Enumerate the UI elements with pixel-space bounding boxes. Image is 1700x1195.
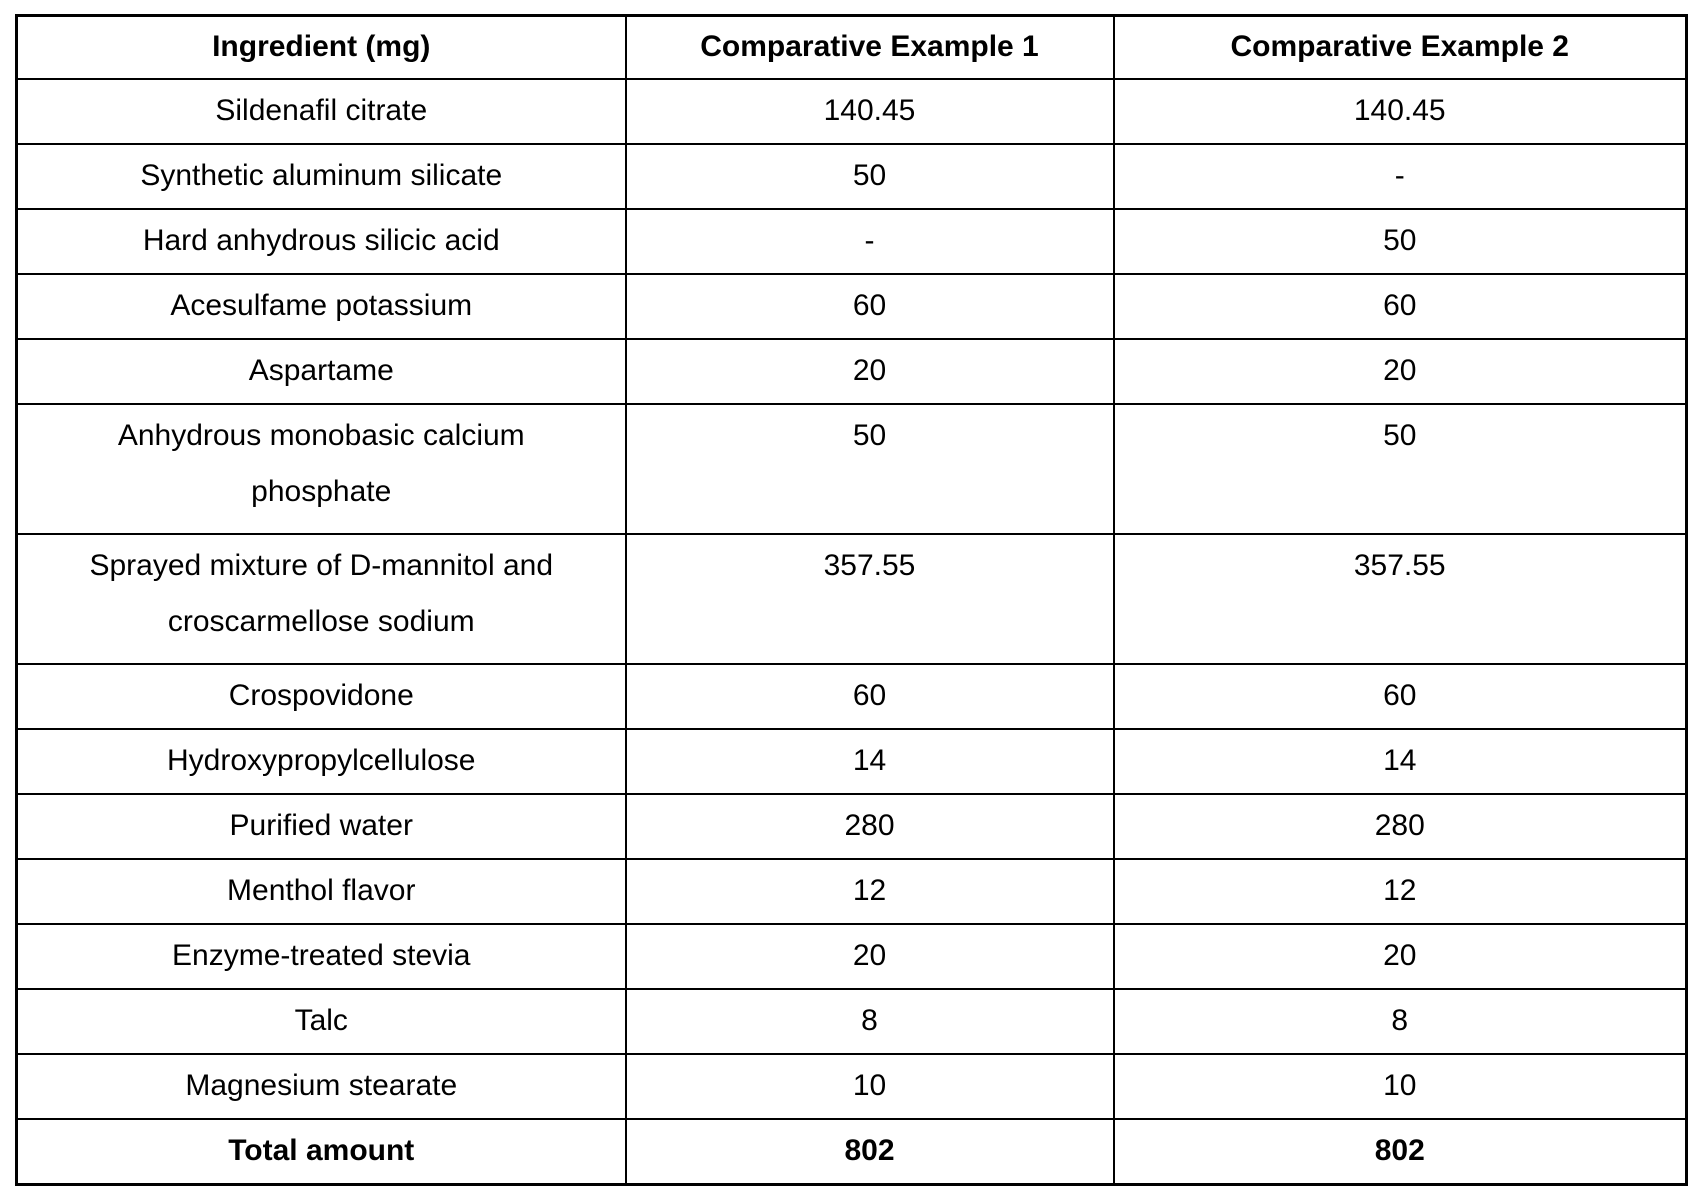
table-row: Menthol flavor 12 12 bbox=[15, 857, 1688, 925]
ingredient-cell: Sildenafil citrate bbox=[15, 77, 627, 145]
value-cell-comparative-example-2: 20 bbox=[1112, 922, 1688, 990]
value-cell-comparative-example-2: 60 bbox=[1112, 272, 1688, 340]
ingredient-cell: Total amount bbox=[15, 1117, 627, 1186]
ingredient-comparison-table: Ingredient (mg) Comparative Example 1 Co… bbox=[15, 14, 1688, 1186]
value-cell-comparative-example-2: 357.55 bbox=[1112, 532, 1688, 665]
table-row: Acesulfame potassium 60 60 bbox=[15, 272, 1688, 340]
table-row: Talc 8 8 bbox=[15, 987, 1688, 1055]
ingredient-cell: Hydroxypropylcellulose bbox=[15, 727, 627, 795]
value-cell-comparative-example-2: 20 bbox=[1112, 337, 1688, 405]
table-row: Total amount 802 802 bbox=[15, 1117, 1688, 1186]
value-cell-comparative-example-2: 60 bbox=[1112, 662, 1688, 730]
value-cell-comparative-example-2: 8 bbox=[1112, 987, 1688, 1055]
header-comparative-example-1: Comparative Example 1 bbox=[624, 14, 1115, 80]
table-row: Magnesium stearate 10 10 bbox=[15, 1052, 1688, 1120]
table-header: Ingredient (mg) Comparative Example 1 Co… bbox=[15, 14, 1688, 80]
value-cell-comparative-example-1: 12 bbox=[624, 857, 1115, 925]
ingredient-cell: Enzyme-treated stevia bbox=[15, 922, 627, 990]
value-cell-comparative-example-1: 50 bbox=[624, 142, 1115, 210]
ingredient-cell: Purified water bbox=[15, 792, 627, 860]
value-cell-comparative-example-1: 20 bbox=[624, 337, 1115, 405]
ingredient-cell: Sprayed mixture of D-mannitol and crosca… bbox=[15, 532, 627, 665]
value-cell-comparative-example-2: 802 bbox=[1112, 1117, 1688, 1186]
ingredient-cell: Anhydrous monobasic calcium phosphate bbox=[15, 402, 627, 535]
value-cell-comparative-example-2: 10 bbox=[1112, 1052, 1688, 1120]
value-cell-comparative-example-1: 20 bbox=[624, 922, 1115, 990]
header-row: Ingredient (mg) Comparative Example 1 Co… bbox=[15, 14, 1688, 80]
table-row: Aspartame 20 20 bbox=[15, 337, 1688, 405]
value-cell-comparative-example-2: - bbox=[1112, 142, 1688, 210]
table-row: Hard anhydrous silicic acid -50 bbox=[15, 207, 1688, 275]
ingredient-cell: Acesulfame potassium bbox=[15, 272, 627, 340]
table-row: Sprayed mixture of D-mannitol and crosca… bbox=[15, 532, 1688, 665]
value-cell-comparative-example-1: 60 bbox=[624, 272, 1115, 340]
ingredient-cell: Aspartame bbox=[15, 337, 627, 405]
table-row: Crospovidone 60 60 bbox=[15, 662, 1688, 730]
table-row: Anhydrous monobasic calcium phosphate 50 5… bbox=[15, 402, 1688, 535]
value-cell-comparative-example-1: - bbox=[624, 207, 1115, 275]
table-row: Synthetic aluminum silicate 50- bbox=[15, 142, 1688, 210]
table-row: Hydroxypropylcellulose 14 14 bbox=[15, 727, 1688, 795]
value-cell-comparative-example-2: 50 bbox=[1112, 207, 1688, 275]
ingredient-cell: Talc bbox=[15, 987, 627, 1055]
value-cell-comparative-example-2: 50 bbox=[1112, 402, 1688, 535]
value-cell-comparative-example-1: 8 bbox=[624, 987, 1115, 1055]
value-cell-comparative-example-1: 10 bbox=[624, 1052, 1115, 1120]
table-body: Sildenafil citrate 140.45 140.45 Synthetic … bbox=[15, 77, 1688, 1186]
ingredient-cell: Menthol flavor bbox=[15, 857, 627, 925]
value-cell-comparative-example-1: 280 bbox=[624, 792, 1115, 860]
table-row: Purified water 280 280 bbox=[15, 792, 1688, 860]
value-cell-comparative-example-2: 12 bbox=[1112, 857, 1688, 925]
ingredient-cell: Hard anhydrous silicic acid bbox=[15, 207, 627, 275]
table-row: Sildenafil citrate 140.45 140.45 bbox=[15, 77, 1688, 145]
header-comparative-example-2: Comparative Example 2 bbox=[1112, 14, 1688, 80]
value-cell-comparative-example-2: 140.45 bbox=[1112, 77, 1688, 145]
value-cell-comparative-example-1: 60 bbox=[624, 662, 1115, 730]
value-cell-comparative-example-1: 357.55 bbox=[624, 532, 1115, 665]
value-cell-comparative-example-1: 14 bbox=[624, 727, 1115, 795]
value-cell-comparative-example-1: 50 bbox=[624, 402, 1115, 535]
ingredient-cell: Crospovidone bbox=[15, 662, 627, 730]
value-cell-comparative-example-2: 14 bbox=[1112, 727, 1688, 795]
table-row: Enzyme-treated stevia 20 20 bbox=[15, 922, 1688, 990]
ingredient-cell: Synthetic aluminum silicate bbox=[15, 142, 627, 210]
value-cell-comparative-example-1: 802 bbox=[624, 1117, 1115, 1186]
header-ingredient: Ingredient (mg) bbox=[15, 14, 627, 80]
value-cell-comparative-example-2: 280 bbox=[1112, 792, 1688, 860]
value-cell-comparative-example-1: 140.45 bbox=[624, 77, 1115, 145]
ingredient-cell: Magnesium stearate bbox=[15, 1052, 627, 1120]
